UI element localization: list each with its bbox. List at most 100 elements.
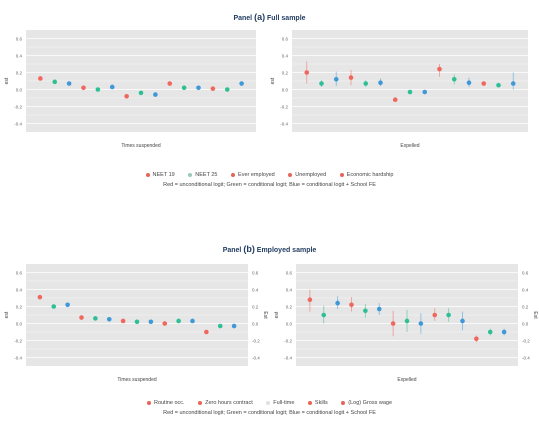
data-point [190,318,195,324]
y-tick-label-right: -0.2 [252,338,260,343]
y-tick-label: 0.0 [16,321,23,326]
legend-item: (Log) Gross wage [341,400,392,406]
x-axis-label: Times suspended [117,377,156,383]
data-point [376,306,382,312]
data-point [37,294,43,300]
x-axis-label: Expelled [397,377,416,383]
y-axis-label: est [4,311,10,318]
y-tick-label: -0.4 [284,355,292,360]
data-point [451,77,457,82]
note-b: Red = unconditional logit; Green = condi… [163,410,376,416]
data-point [134,319,140,325]
data-point [210,86,216,91]
data-point [487,329,493,335]
y-tick-label-right: 0.6 [522,270,529,275]
y-tick-label-right: -0.4 [252,355,260,360]
y-tick-label: 0.2 [16,304,23,309]
data-point [437,66,442,72]
data-point [481,81,487,86]
y-axis-label-right: Est [532,311,538,319]
legend-dot-4 [339,172,344,177]
legend-a: NEET 19 NEET 25 Ever employed Unemployed… [0,172,539,178]
y-tick-label: -0.2 [14,104,22,109]
data-point [93,316,98,321]
data-point [404,318,410,324]
data-point [304,70,310,75]
data-point [162,321,168,326]
y-tick-label: 0.0 [286,321,293,326]
y-tick-label: 0.6 [16,270,23,275]
data-point [319,81,324,86]
data-point [392,97,398,102]
legend-item: Full-time [266,400,294,406]
data-point [231,323,237,329]
data-point [390,321,396,326]
data-point [378,80,383,85]
y-tick-label-right: -0.2 [522,338,530,343]
panel-title-a: Panel (a) Full sample [0,12,539,22]
y-tick-label-right: 0.4 [522,287,529,292]
data-point [348,75,354,80]
x-axis-label: Expelled [400,143,419,149]
data-point [363,308,368,314]
data-point [239,81,244,86]
legend-dot-0 [145,172,150,177]
panel-prefix: Panel [233,15,253,22]
y-tick-label: 0.0 [16,87,23,92]
y-tick-label: 0.4 [282,53,289,58]
data-point [496,82,501,88]
y-axis-label: est [270,77,276,84]
data-point [418,321,424,326]
data-point [138,90,144,96]
note-a: Red = unconditional logit; Green = condi… [163,182,376,188]
legend-item: Ever employed [231,172,275,178]
data-point [333,77,339,82]
legend-item: NEET 25 [188,172,218,178]
y-tick-label: 0.6 [282,36,289,41]
data-point [217,323,223,329]
data-point [204,329,209,335]
legend-item: Unemployed [288,172,326,178]
data-point [501,329,507,335]
chart-employed-expelled: 0.6 0.6 0.4 0.4 0.2 0.2 0.0 0.0 -0.2 -0.2 -0.4 -0.4… [274,264,538,383]
data-point [106,316,112,322]
legend-b: Routine occ. Zero hours contract Full-ti… [0,400,539,406]
data-point [176,318,181,324]
y-tick-label-right: 0.2 [522,304,529,309]
y-tick-label-right: 0.2 [252,304,259,309]
y-tick-label-right: 0.6 [252,270,259,275]
legend-dot-b0 [146,400,151,405]
chart-full-expelled: 0.6 0.4 0.2 0.0 -0.2 -0.4 est Expelled [270,30,528,149]
y-axis-label: est [274,311,280,318]
data-point [148,319,154,325]
data-point [167,81,173,86]
legend-dot-b2 [266,400,271,405]
y-tick-label-right: 0.0 [522,321,529,326]
chart-full-times-suspended: 0.6 0.4 0.2 0.0 -0.2 -0.4 est Times suspended [4,30,256,149]
legend-item: Zero hours contract [198,400,253,406]
data-point [81,85,86,91]
panel-letter: (a) [254,12,266,22]
y-tick-label: 0.2 [16,70,23,75]
y-tick-label: -0.2 [284,338,292,343]
data-point [460,318,465,324]
panel-letter: (b) [243,244,255,254]
data-point [124,94,129,99]
y-tick-label: -0.4 [280,121,288,126]
data-point [349,302,354,308]
y-tick-label: 0.4 [16,53,23,58]
data-point [321,312,327,318]
data-point [422,89,428,95]
y-tick-label: -0.4 [14,355,22,360]
data-point [363,81,369,86]
y-tick-label: 0.2 [282,70,289,75]
legend-item: NEET 19 [145,172,175,178]
y-tick-label: 0.6 [286,270,293,275]
data-point [181,85,187,91]
data-point [474,336,479,342]
y-tick-label: 0.6 [16,36,23,41]
data-point [446,312,451,318]
legend-dot-b1 [198,400,203,405]
legend-item: Economic hardship [339,172,393,178]
legend-dot-b3 [307,400,312,405]
